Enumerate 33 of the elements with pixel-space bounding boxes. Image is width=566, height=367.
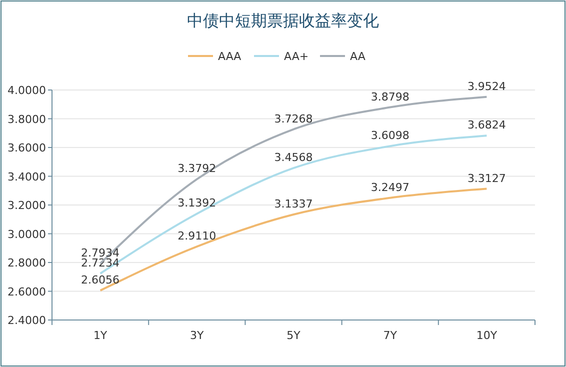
x-tick-label: 3Y (190, 329, 204, 342)
data-label: 3.2497 (370, 180, 410, 194)
data-label: 3.7268 (274, 112, 313, 126)
legend-label: AAA (218, 50, 242, 63)
data-label: 3.4568 (274, 151, 313, 164)
chart-title: 中债中短期票据收益率变化 (187, 11, 379, 30)
y-tick-label: 2.8000 (8, 256, 46, 270)
data-label: 3.1392 (178, 196, 216, 210)
data-label: 2.7934 (81, 246, 120, 260)
data-label: 3.8798 (370, 90, 410, 104)
legend-label: AA (350, 50, 366, 63)
y-tick-label: 3.2000 (8, 199, 46, 212)
data-label: 2.7234 (81, 256, 120, 270)
x-tick-label: 7Y (383, 329, 398, 342)
y-tick-label: 2.6000 (8, 285, 46, 298)
data-label: 2.9110 (178, 230, 216, 243)
y-tick-label: 4.0000 (8, 84, 46, 97)
y-tick-label: 3.8000 (8, 112, 46, 126)
x-tick-label: 10Y (476, 329, 498, 342)
data-label: 3.3792 (178, 162, 216, 176)
y-tick-label: 3.6000 (8, 142, 46, 154)
legend-label: AA+ (284, 50, 309, 63)
data-label: 3.6824 (467, 118, 506, 132)
x-tick-label: 1Y (93, 329, 108, 342)
data-label: 3.9524 (467, 80, 506, 93)
data-label: 3.1337 (274, 198, 313, 211)
y-tick-label: 3.4000 (8, 170, 46, 184)
data-label: 3.6098 (370, 129, 410, 142)
y-tick-label: 2.4000 (8, 314, 46, 327)
y-tick-label: 3.0000 (8, 228, 46, 241)
data-label: 3.3127 (467, 172, 506, 185)
x-tick-label: 5Y (286, 329, 301, 342)
data-label: 2.6056 (81, 273, 120, 286)
